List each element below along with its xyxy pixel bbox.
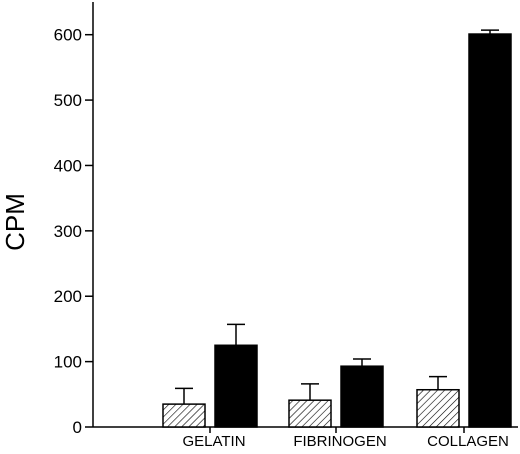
category-label: GELATIN [182,433,245,449]
y-tick-label: 0 [73,418,82,437]
bar [162,403,206,428]
bar [214,344,258,428]
y-tick-label: 500 [54,91,82,110]
y-axis-title: CPM [0,193,30,251]
category-label: FIBRINOGEN [293,433,386,449]
bar [340,365,384,428]
category-label: COLLAGEN [427,433,509,449]
bar [288,399,332,428]
y-tick-label: 600 [54,26,82,45]
y-tick-label: 400 [54,156,82,175]
y-tick-label: 200 [54,287,82,306]
bar [416,388,460,428]
y-tick-label: 300 [54,222,82,241]
bar [468,33,512,428]
y-tick-label: 100 [54,353,82,372]
